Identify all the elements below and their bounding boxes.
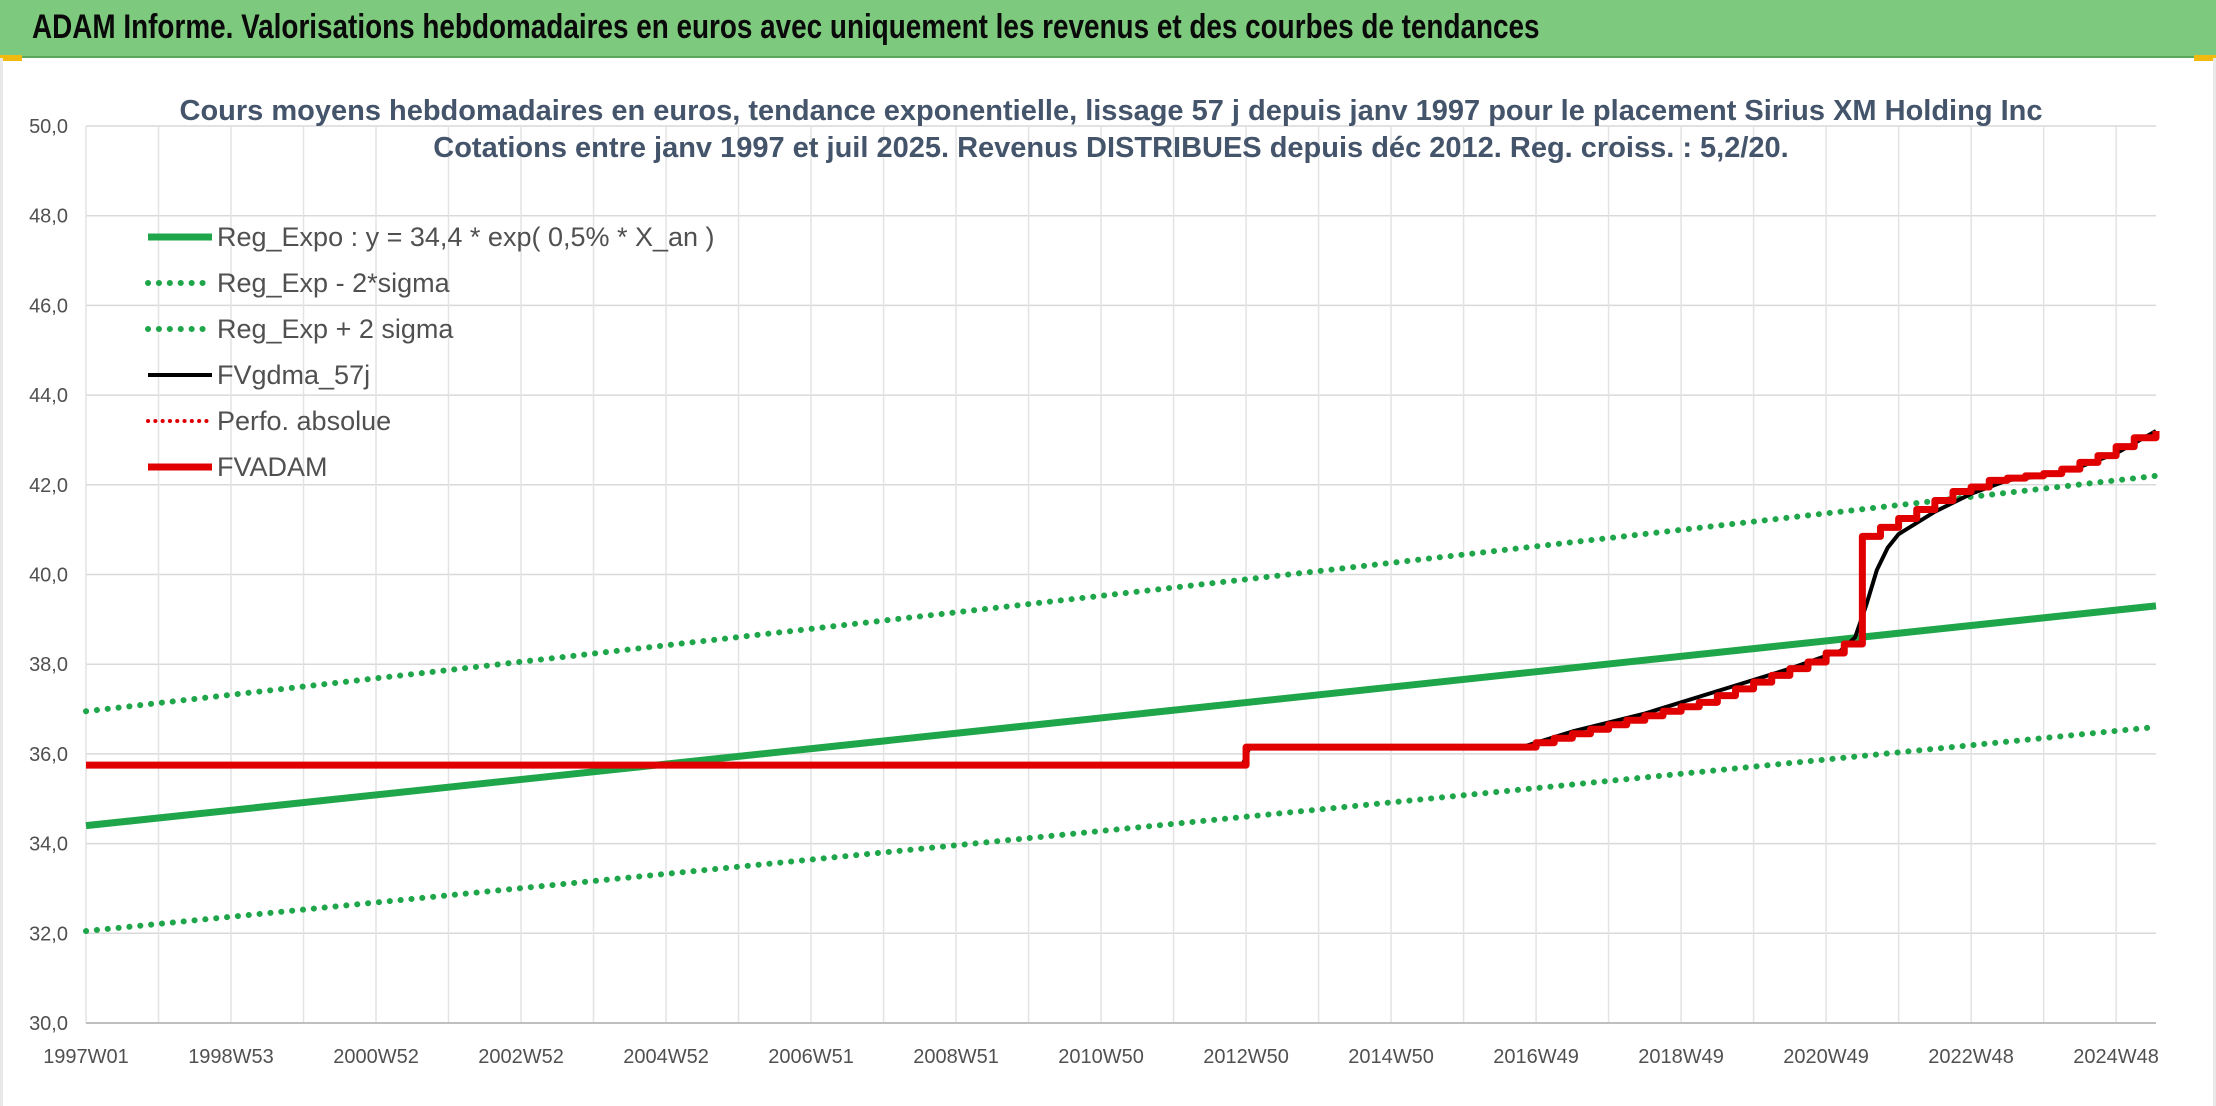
y-tick-label: 30,0 [29,1013,68,1035]
x-tick-label: 2016W49 [1493,1046,1579,1068]
legend-label: Perfo. absolue [217,406,391,436]
y-tick-label: 50,0 [29,116,68,138]
series-line [83,723,2159,935]
x-tick-label: 2014W50 [1348,1046,1434,1068]
report-title: ADAM Informe. Valorisations hebdomadaire… [32,8,1540,46]
y-axis-ticks: 30,0 32,0 34,0 36,0 38,0 40,0 42,0 44,0 46,0 48,0… [29,116,68,1035]
x-tick-label: 2000W52 [333,1046,419,1068]
x-tick-label: 2002W52 [478,1046,564,1068]
series-line [83,472,2159,715]
y-tick-label: 36,0 [29,744,68,766]
x-tick-label: 2022W48 [1928,1046,2014,1068]
chart-legend: Reg_Expo : y = 34,4 * exp( 0,5% * X_an )… [145,222,715,482]
x-tick-label: 2010W50 [1058,1046,1144,1068]
line-chart: 30,0 32,0 34,0 36,0 38,0 40,0 42,0 44,0 46,0 48,0… [29,95,2160,1068]
x-axis-ticks: 1997W01 1998W53 2000W52 2002W52 2004W52 2006W… [43,1046,2159,1068]
x-tick-label: 1997W01 [43,1046,129,1068]
y-tick-label: 46,0 [29,295,68,317]
chart-area: 30,0 32,0 34,0 36,0 38,0 40,0 42,0 44,0 46,0 48,0… [0,58,2216,1106]
y-tick-label: 44,0 [29,385,68,407]
x-tick-label: 2006W51 [768,1046,854,1068]
legend-label: Reg_Exp - 2*sigma [217,268,451,298]
y-tick-label: 38,0 [29,654,68,676]
series-line [85,602,2157,830]
legend-label: Reg_Exp + 2 sigma [217,314,454,344]
corner-marker-right [2194,55,2216,61]
corner-marker-left [0,55,22,61]
x-tick-label: 2018W49 [1638,1046,1724,1068]
x-tick-label: 2020W49 [1783,1046,1869,1068]
chart-subtitle: Cotations entre janv 1997 et juil 2025. … [433,132,1788,164]
y-tick-label: 34,0 [29,834,68,856]
x-tick-label: 2008W51 [913,1046,999,1068]
legend-label: Reg_Expo : y = 34,4 * exp( 0,5% * X_an ) [217,222,715,252]
chart-title: Cours moyens hebdomadaires en euros, ten… [180,95,2043,127]
series-line [86,430,2160,769]
x-tick-label: 2012W50 [1203,1046,1289,1068]
x-tick-label: 2004W52 [623,1046,709,1068]
legend-label: FVADAM [217,452,328,482]
report-banner: ADAM Informe. Valorisations hebdomadaire… [0,0,2216,58]
x-tick-label: 1998W53 [188,1046,274,1068]
x-tick-label: 2024W48 [2073,1046,2159,1068]
chart-grid [85,125,2156,1024]
y-tick-label: 42,0 [29,475,68,497]
y-tick-label: 48,0 [29,206,68,228]
chart-series [83,429,2160,935]
legend-label: FVgdma_57j [217,360,370,390]
y-tick-label: 32,0 [29,923,68,945]
y-tick-label: 40,0 [29,565,68,587]
